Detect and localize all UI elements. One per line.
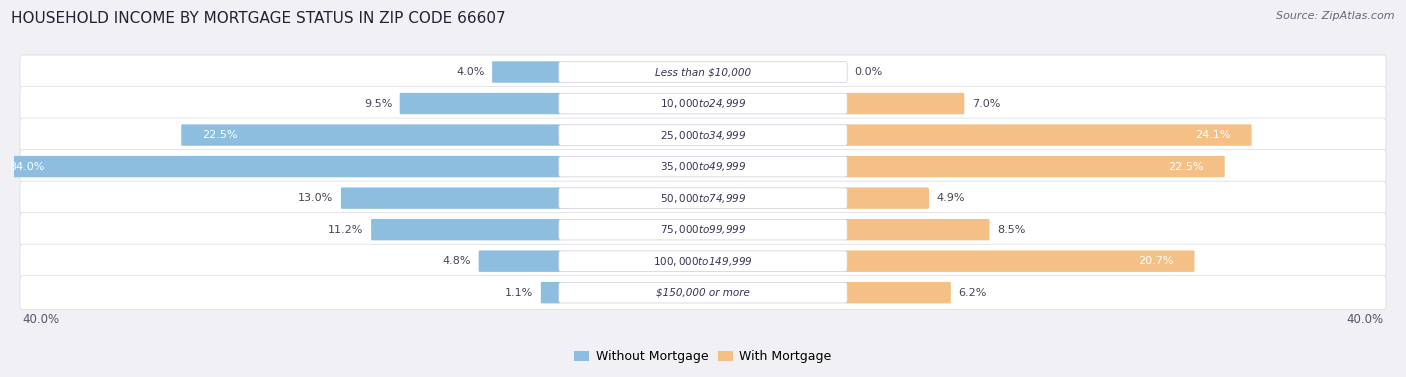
- Text: 24.1%: 24.1%: [1195, 130, 1230, 140]
- Text: $100,000 to $149,999: $100,000 to $149,999: [654, 255, 752, 268]
- FancyBboxPatch shape: [558, 251, 848, 271]
- FancyBboxPatch shape: [20, 118, 1386, 152]
- Text: $75,000 to $99,999: $75,000 to $99,999: [659, 223, 747, 236]
- FancyBboxPatch shape: [845, 282, 950, 303]
- FancyBboxPatch shape: [0, 156, 561, 177]
- Text: $150,000 or more: $150,000 or more: [657, 288, 749, 298]
- Text: 0.0%: 0.0%: [855, 67, 883, 77]
- FancyBboxPatch shape: [558, 125, 848, 146]
- FancyBboxPatch shape: [541, 282, 561, 303]
- FancyBboxPatch shape: [845, 187, 929, 209]
- Text: 22.5%: 22.5%: [202, 130, 238, 140]
- Text: $25,000 to $34,999: $25,000 to $34,999: [659, 129, 747, 142]
- FancyBboxPatch shape: [558, 156, 848, 177]
- Text: Source: ZipAtlas.com: Source: ZipAtlas.com: [1277, 11, 1395, 21]
- FancyBboxPatch shape: [845, 93, 965, 114]
- FancyBboxPatch shape: [20, 87, 1386, 121]
- Text: 8.5%: 8.5%: [997, 225, 1025, 234]
- FancyBboxPatch shape: [845, 124, 1251, 146]
- Text: 4.8%: 4.8%: [443, 256, 471, 266]
- FancyBboxPatch shape: [558, 188, 848, 208]
- Text: $50,000 to $74,999: $50,000 to $74,999: [659, 192, 747, 205]
- FancyBboxPatch shape: [492, 61, 561, 83]
- Text: 7.0%: 7.0%: [972, 98, 1000, 109]
- Text: $10,000 to $24,999: $10,000 to $24,999: [659, 97, 747, 110]
- FancyBboxPatch shape: [20, 276, 1386, 310]
- FancyBboxPatch shape: [558, 219, 848, 240]
- Legend: Without Mortgage, With Mortgage: Without Mortgage, With Mortgage: [569, 345, 837, 368]
- FancyBboxPatch shape: [371, 219, 561, 241]
- Text: 4.9%: 4.9%: [936, 193, 965, 203]
- Text: 40.0%: 40.0%: [1347, 313, 1384, 326]
- Text: $35,000 to $49,999: $35,000 to $49,999: [659, 160, 747, 173]
- Text: 1.1%: 1.1%: [505, 288, 533, 298]
- FancyBboxPatch shape: [845, 219, 990, 241]
- Text: 20.7%: 20.7%: [1137, 256, 1174, 266]
- Text: 6.2%: 6.2%: [959, 288, 987, 298]
- FancyBboxPatch shape: [20, 213, 1386, 247]
- Text: 34.0%: 34.0%: [8, 162, 45, 172]
- FancyBboxPatch shape: [181, 124, 561, 146]
- Text: 22.5%: 22.5%: [1168, 162, 1204, 172]
- Text: 4.0%: 4.0%: [456, 67, 485, 77]
- Text: 40.0%: 40.0%: [22, 313, 59, 326]
- FancyBboxPatch shape: [20, 244, 1386, 278]
- FancyBboxPatch shape: [558, 282, 848, 303]
- Text: HOUSEHOLD INCOME BY MORTGAGE STATUS IN ZIP CODE 66607: HOUSEHOLD INCOME BY MORTGAGE STATUS IN Z…: [11, 11, 506, 26]
- FancyBboxPatch shape: [558, 62, 848, 82]
- FancyBboxPatch shape: [845, 156, 1225, 177]
- FancyBboxPatch shape: [558, 93, 848, 114]
- FancyBboxPatch shape: [20, 181, 1386, 215]
- FancyBboxPatch shape: [478, 250, 561, 272]
- Text: 11.2%: 11.2%: [328, 225, 364, 234]
- Text: 13.0%: 13.0%: [298, 193, 333, 203]
- Text: 9.5%: 9.5%: [364, 98, 392, 109]
- FancyBboxPatch shape: [399, 93, 561, 114]
- FancyBboxPatch shape: [845, 250, 1195, 272]
- FancyBboxPatch shape: [20, 150, 1386, 184]
- Text: Less than $10,000: Less than $10,000: [655, 67, 751, 77]
- FancyBboxPatch shape: [20, 55, 1386, 89]
- FancyBboxPatch shape: [340, 187, 561, 209]
